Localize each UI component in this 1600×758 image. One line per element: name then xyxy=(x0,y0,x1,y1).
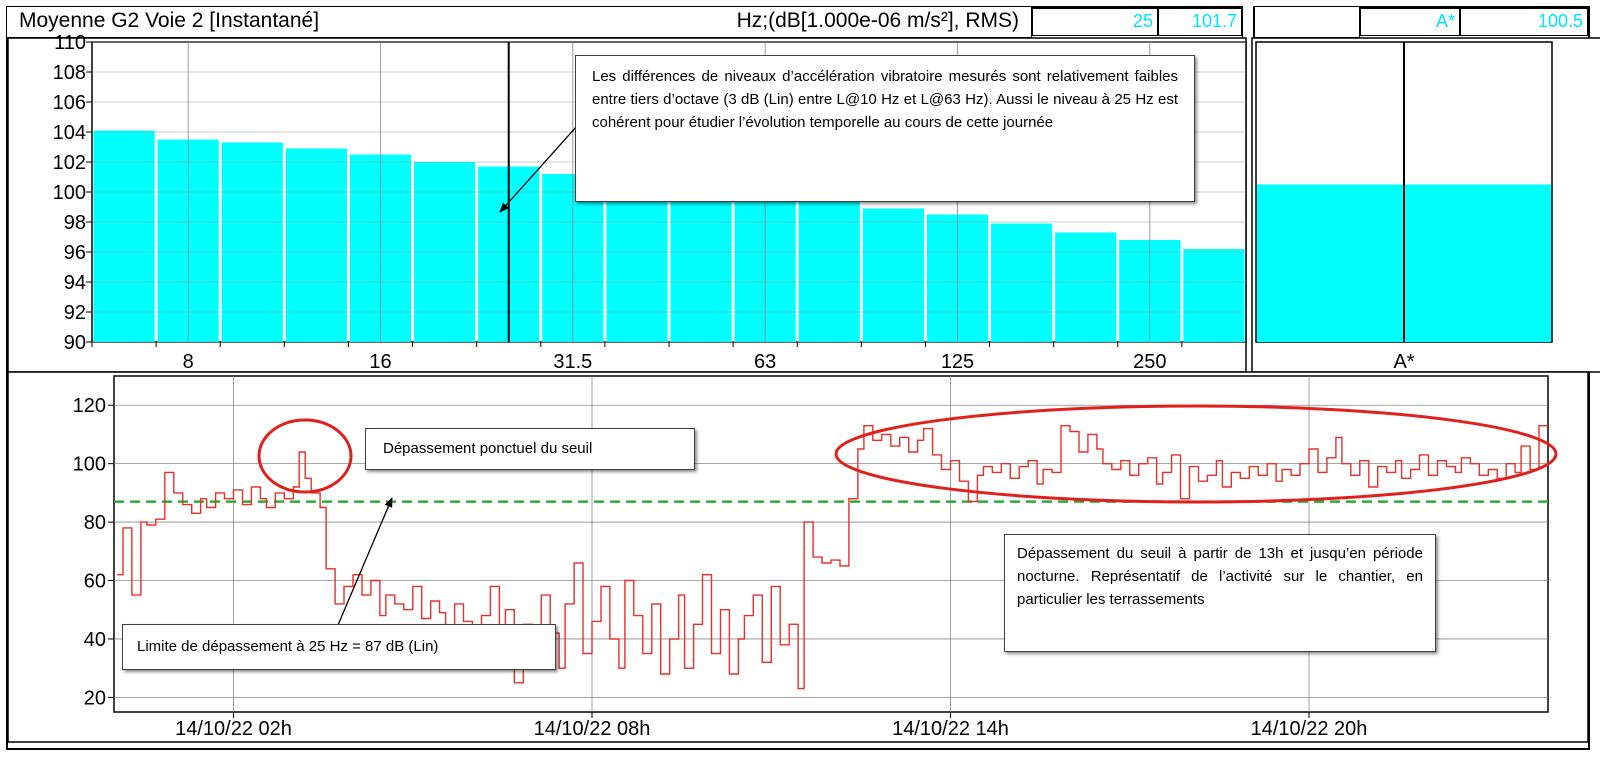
spectrum-bar xyxy=(798,199,860,342)
spike-highlight-ellipse xyxy=(257,418,353,494)
global-label: A* xyxy=(1360,8,1460,36)
spectrum-y-tick-label: 106 xyxy=(53,92,86,114)
threshold-annotation-text: Limite de dépassement à 25 Hz = 87 dB (L… xyxy=(137,638,439,655)
timeseries-x-tick-label: 14/10/22 02h xyxy=(175,718,292,740)
spectrum-x-tick-label: 31.5 xyxy=(553,351,592,373)
spectrum-x-tick-label: 16 xyxy=(369,351,391,373)
timeseries-y-tick-label: 120 xyxy=(73,395,106,417)
spectrum-x-tick-label: 8 xyxy=(183,351,194,373)
timeseries-x-tick-label: 14/10/22 14h xyxy=(892,718,1009,740)
spectrum-x-tick-label: 125 xyxy=(941,351,974,373)
spectrum-bar xyxy=(670,187,732,342)
spectrum-annotation-text: Les différences de niveaux d’accélératio… xyxy=(592,68,1178,131)
timeseries-y-tick-label: 80 xyxy=(84,512,106,534)
timeseries-y-tick-label: 100 xyxy=(73,454,106,476)
spectrum-y-tick-label: 90 xyxy=(64,332,86,354)
spectrum-y-tick-label: 104 xyxy=(53,122,86,144)
spectrum-y-tick-label: 92 xyxy=(64,302,86,324)
header-global-blank xyxy=(1254,6,1360,38)
spectrum-bar xyxy=(1183,249,1245,342)
spectrum-bar xyxy=(606,183,668,342)
timeseries-x-tick-label: 14/10/22 08h xyxy=(534,718,651,740)
threshold-annotation: Limite de dépassement à 25 Hz = 87 dB (L… xyxy=(122,624,556,670)
afternoon-annotation: Dépassement du seuil à partir de 13h et … xyxy=(1004,534,1436,652)
spectrum-y-tick-label: 94 xyxy=(64,272,86,294)
afternoon-highlight-ellipse xyxy=(834,404,1558,504)
spectrum-y-tick-label: 110 xyxy=(54,32,86,54)
afternoon-annotation-text: Dépassement du seuil à partir de 13h et … xyxy=(1017,545,1423,608)
chart-title: Moyenne G2 Voie 2 [Instantané] xyxy=(19,9,320,32)
spectrum-bar xyxy=(1055,232,1117,342)
timeseries-y-tick-label: 40 xyxy=(84,629,106,651)
spectrum-y-tick-label: 96 xyxy=(64,242,86,264)
cursor-level: 101.7 xyxy=(1158,8,1242,36)
spike-annotation: Dépassement ponctuel du seuil xyxy=(365,428,695,470)
spectrum-y-tick-label: 98 xyxy=(64,212,86,234)
spectrum-x-tick-label: 63 xyxy=(754,351,776,373)
spectrum-bar xyxy=(862,208,924,342)
cursor-frequency: 25 xyxy=(1032,8,1158,36)
timeseries-y-tick-label: 60 xyxy=(84,571,106,593)
spectrum-y-tick-label: 102 xyxy=(53,152,86,174)
spectrum-x-tick-label: 250 xyxy=(1133,351,1166,373)
spectrum-y-tick-label: 100 xyxy=(53,182,86,204)
threshold-annotation-arrow xyxy=(337,497,393,626)
level-series-line xyxy=(117,425,1548,690)
spike-annotation-text: Dépassement ponctuel du seuil xyxy=(383,440,593,457)
spectrum-annotation: Les différences de niveaux d’accélératio… xyxy=(575,55,1195,202)
units-label: Hz;(dB[1.000e-06 m/s²], RMS) xyxy=(736,9,1019,32)
spectrum-annotation-arrow xyxy=(499,125,578,213)
spectrum-bar xyxy=(991,223,1053,342)
header-spacer xyxy=(1242,6,1254,38)
spectrum-bar xyxy=(285,148,347,342)
spectrum-bar xyxy=(221,142,283,342)
timeseries-x-tick-label: 14/10/22 20h xyxy=(1251,718,1368,740)
timeseries-y-tick-label: 20 xyxy=(84,687,106,709)
spectrum-bar xyxy=(93,130,155,342)
global-x-tick-label: A* xyxy=(1393,351,1414,373)
spectrum-y-tick-label: 108 xyxy=(53,62,86,84)
global-level: 100.5 xyxy=(1460,8,1588,36)
